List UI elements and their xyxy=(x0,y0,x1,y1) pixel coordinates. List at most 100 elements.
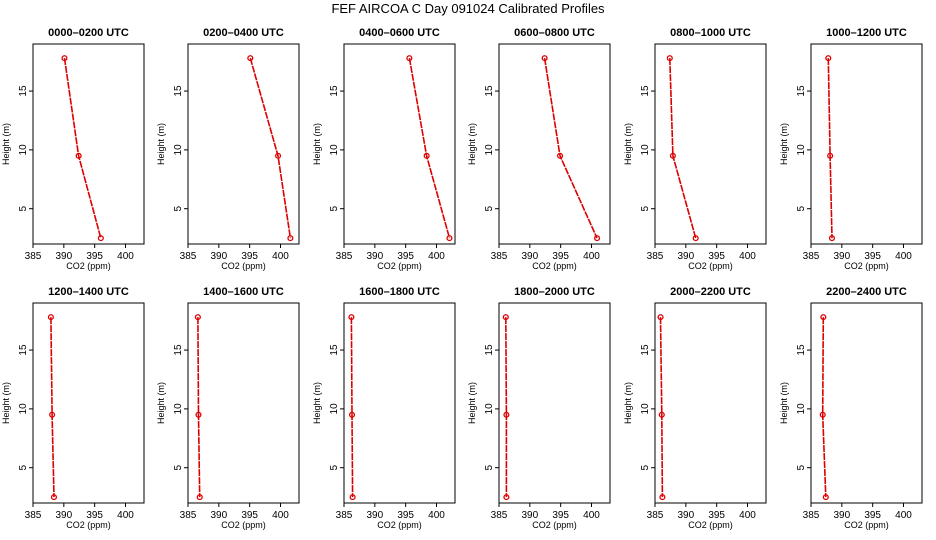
y-tick-label: 15 xyxy=(796,85,807,97)
profile-point xyxy=(75,152,82,159)
plot-frame xyxy=(654,302,767,504)
y-axis-label: Height (m) xyxy=(779,382,789,424)
x-axis-label: CO2 (ppm) xyxy=(377,261,422,271)
profile-point xyxy=(247,55,254,62)
profile-point xyxy=(503,494,510,501)
profile-point xyxy=(97,235,104,242)
y-tick-label: 15 xyxy=(329,344,340,356)
profile-point xyxy=(61,55,68,62)
y-tick-label: 10 xyxy=(484,403,495,415)
y-tick-label: 10 xyxy=(18,403,29,415)
y-tick-label: 5 xyxy=(640,205,651,211)
profile-point xyxy=(50,494,58,501)
panel-title: 0000–0200 UTC xyxy=(48,27,129,39)
y-tick-label: 5 xyxy=(484,464,495,470)
x-tick-label: 390 xyxy=(677,251,694,262)
profile-point xyxy=(593,235,601,242)
y-axis-label: Height (m) xyxy=(623,123,633,165)
x-tick-label: 395 xyxy=(397,251,414,262)
x-tick-label: 395 xyxy=(86,510,103,521)
profile-panel: 0000–0200 UTC 385 390 395 400 5 10 15 CO2 (ppm) H… xyxy=(1,27,145,271)
x-tick-label: 395 xyxy=(241,510,258,521)
profile-point xyxy=(658,411,665,418)
x-tick-label: 390 xyxy=(210,251,227,262)
x-tick-label: 390 xyxy=(521,510,538,521)
x-tick-label: 395 xyxy=(241,251,258,262)
profile-line xyxy=(669,58,697,239)
profile-panel: 0600–0800 UTC 385 390 395 400 5 10 15 CO2 (ppm) H… xyxy=(467,27,611,271)
x-axis-label: CO2 (ppm) xyxy=(221,520,266,530)
profile-point xyxy=(819,411,826,418)
x-tick-label: 385 xyxy=(803,251,820,262)
profile-panel: 1600–1800 UTC 385 390 395 400 5 10 15 CO2 (ppm) H… xyxy=(312,286,456,530)
profile-point xyxy=(828,235,836,242)
plot-frame xyxy=(810,302,923,504)
plot-frame xyxy=(343,43,456,245)
x-tick-label: 385 xyxy=(491,510,508,521)
panel-title: 2200–2400 UTC xyxy=(826,286,907,298)
panel-title: 1400–1600 UTC xyxy=(203,286,284,298)
profile-line xyxy=(63,57,102,239)
x-tick-label: 390 xyxy=(366,510,383,521)
x-tick-label: 390 xyxy=(833,251,850,262)
y-tick-label: 10 xyxy=(18,144,29,156)
x-axis-label: CO2 (ppm) xyxy=(221,261,266,271)
profile-panel: 2000–2200 UTC 385 390 395 400 5 10 15 CO2 (ppm) H… xyxy=(623,286,767,530)
profile-point xyxy=(827,152,834,159)
x-tick-label: 395 xyxy=(864,510,881,521)
y-tick-label: 5 xyxy=(18,464,29,470)
x-axis-label: CO2 (ppm) xyxy=(532,520,577,530)
x-tick-label: 400 xyxy=(583,510,600,521)
plot-frame xyxy=(810,43,923,245)
plot-frame xyxy=(32,302,145,504)
profile-point xyxy=(47,314,54,321)
x-axis-label: CO2 (ppm) xyxy=(688,520,733,530)
panel-title: 1000–1200 UTC xyxy=(826,27,907,39)
x-tick-label: 395 xyxy=(864,251,881,262)
x-tick-label: 385 xyxy=(647,510,664,521)
y-axis-label: Height (m) xyxy=(1,382,11,424)
x-tick-label: 395 xyxy=(397,510,414,521)
x-tick-label: 400 xyxy=(272,510,289,521)
plot-frame xyxy=(343,302,456,504)
plot-frame xyxy=(187,43,300,245)
y-tick-label: 10 xyxy=(484,144,495,156)
x-tick-label: 395 xyxy=(86,251,103,262)
profile-point xyxy=(659,494,666,501)
x-tick-label: 390 xyxy=(55,251,72,262)
x-tick-label: 400 xyxy=(583,251,600,262)
profile-point xyxy=(406,55,413,62)
x-tick-label: 400 xyxy=(428,510,445,521)
plot-frame xyxy=(498,43,611,245)
figure-title: FEF AIRCOA C Day 091024 Calibrated Profi… xyxy=(331,1,605,16)
profile-line xyxy=(505,317,508,498)
y-tick-label: 5 xyxy=(329,464,340,470)
profile-point xyxy=(423,152,430,159)
x-tick-label: 385 xyxy=(180,510,197,521)
x-axis-label: CO2 (ppm) xyxy=(844,261,889,271)
y-axis-label: Height (m) xyxy=(467,123,477,165)
x-tick-label: 390 xyxy=(55,510,72,521)
profile-point xyxy=(556,152,564,159)
y-tick-label: 10 xyxy=(796,144,807,156)
x-tick-label: 390 xyxy=(677,510,694,521)
plot-frame xyxy=(654,43,767,245)
x-tick-label: 400 xyxy=(117,510,134,521)
profile-line xyxy=(543,57,598,239)
y-tick-label: 10 xyxy=(796,403,807,415)
profile-point xyxy=(669,152,676,159)
profile-point xyxy=(657,314,664,321)
y-tick-label: 5 xyxy=(640,464,651,470)
x-tick-label: 395 xyxy=(552,251,569,262)
y-tick-label: 15 xyxy=(484,85,495,97)
x-tick-label: 385 xyxy=(803,510,820,521)
profile-panel: 0800–1000 UTC 385 390 395 400 5 10 15 CO2 (ppm) H… xyxy=(623,27,767,271)
panel-title: 0800–1000 UTC xyxy=(670,27,751,39)
profile-line xyxy=(408,57,451,239)
plot-frame xyxy=(187,302,300,504)
panel-title: 1800–2000 UTC xyxy=(514,286,595,298)
x-axis-label: CO2 (ppm) xyxy=(66,261,111,271)
x-tick-label: 390 xyxy=(521,251,538,262)
x-axis-label: CO2 (ppm) xyxy=(688,261,733,271)
